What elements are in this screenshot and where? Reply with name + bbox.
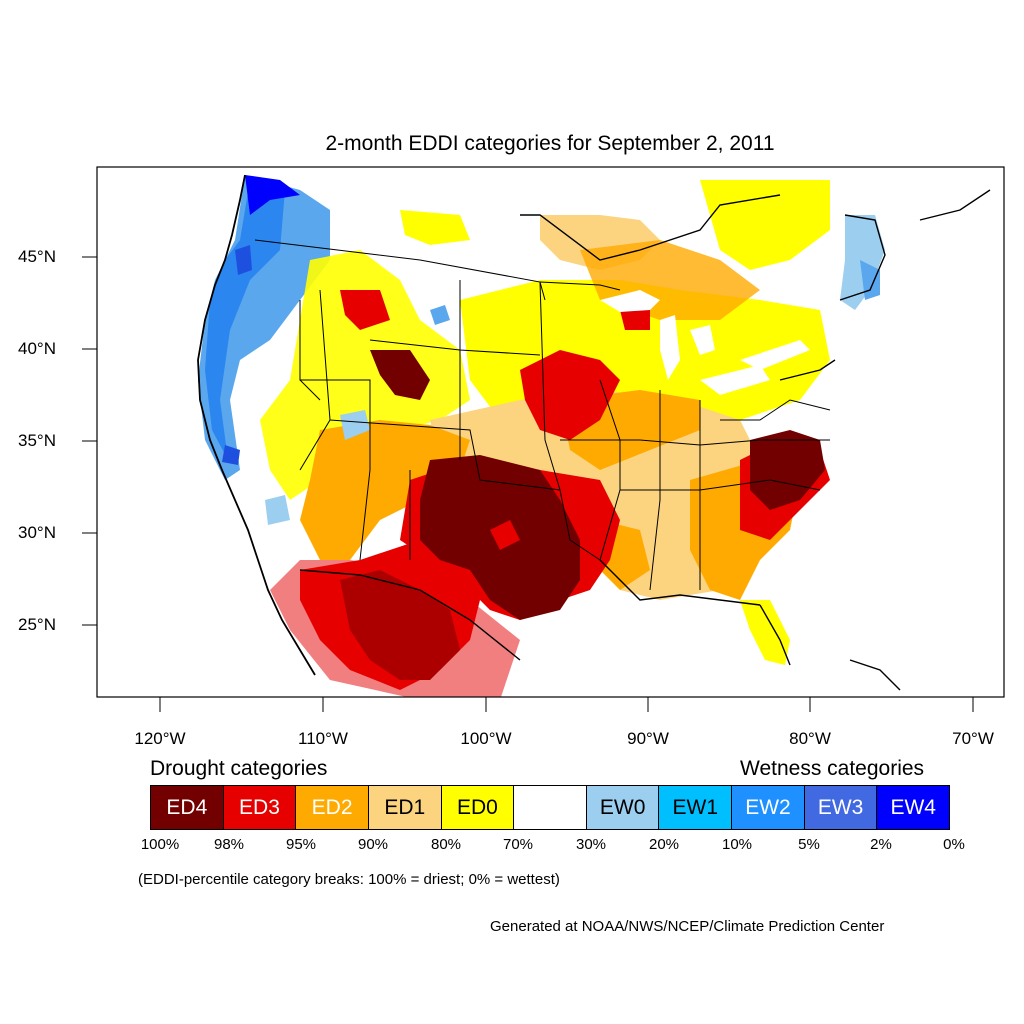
drought-heading: Drought categories (150, 757, 328, 780)
map-title: 2-month EDDI categories for September 2,… (325, 132, 775, 155)
legend-swatch-ed2: ED2 (296, 786, 369, 829)
pct-label: 80% (430, 836, 462, 853)
wetness-heading: Wetness categories (740, 757, 925, 780)
wet-northwest (198, 175, 330, 480)
lon-label-90w: 90°W (627, 729, 669, 748)
legend-swatch-ed0: ED0 (441, 786, 515, 829)
pct-label: 90% (357, 836, 389, 853)
pct-label: 30% (575, 836, 607, 853)
legend-swatch-ew2: EW2 (732, 786, 805, 829)
lon-label-120w: 120°W (134, 729, 186, 748)
legend-swatch-ed4: ED4 (151, 786, 224, 829)
credit-line: Generated at NOAA/NWS/NCEP/Climate Predi… (490, 918, 885, 935)
great-lakes (600, 290, 810, 395)
pct-label: 20% (648, 836, 680, 853)
lon-label-80w: 80°W (789, 729, 831, 748)
lon-label-110w: 110°W (298, 729, 348, 748)
legend-swatch-normal (514, 786, 587, 829)
pct-label: 70% (502, 836, 534, 853)
lat-label-40: 40°N (18, 339, 56, 358)
lon-label-100w: 100°W (460, 729, 512, 748)
legend-swatch-ew4: EW4 (877, 786, 950, 829)
lat-label-25: 25°N (18, 615, 56, 634)
lon-label-70w: 70°W (952, 729, 994, 748)
eddi-map (82, 166, 1005, 712)
pct-label: 5% (798, 836, 820, 853)
legend-swatch-ew0: EW0 (586, 786, 660, 829)
pct-label: 95% (285, 836, 317, 853)
category-note: (EDDI-percentile category breaks: 100% =… (138, 871, 560, 888)
lat-label-45: 45°N (18, 247, 56, 266)
legend-swatch-ed3: ED3 (223, 786, 297, 829)
pct-label: 100% (140, 836, 180, 853)
legend-swatch-ew3: EW3 (804, 786, 878, 829)
pct-label: 10% (721, 836, 753, 853)
legend-swatch-ew1: EW1 (659, 786, 733, 829)
legend-swatch-ed1: ED1 (368, 786, 442, 829)
coastline (197, 174, 316, 676)
lat-label-35: 35°N (18, 431, 56, 450)
pct-label: 2% (870, 836, 892, 853)
lat-label-30: 30°N (18, 523, 56, 542)
pct-label: 0% (943, 836, 965, 853)
pct-label: 98% (213, 836, 245, 853)
legend-bar: ED4 ED3 ED2 ED1 ED0 EW0 EW1 EW2 EW3 EW4 (150, 785, 950, 830)
